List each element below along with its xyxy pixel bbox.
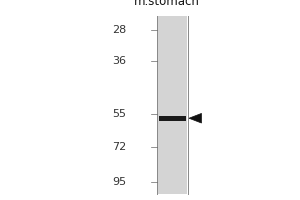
Polygon shape	[189, 113, 202, 123]
Bar	[158, 16, 188, 194]
Text: 28: 28	[112, 25, 126, 35]
Text: 36: 36	[112, 56, 126, 66]
Text: 72: 72	[112, 142, 126, 152]
Text: 95: 95	[112, 177, 126, 187]
Text: 55: 55	[112, 109, 126, 119]
Bar	[159, 116, 186, 121]
Text: m.stomach: m.stomach	[134, 0, 200, 8]
